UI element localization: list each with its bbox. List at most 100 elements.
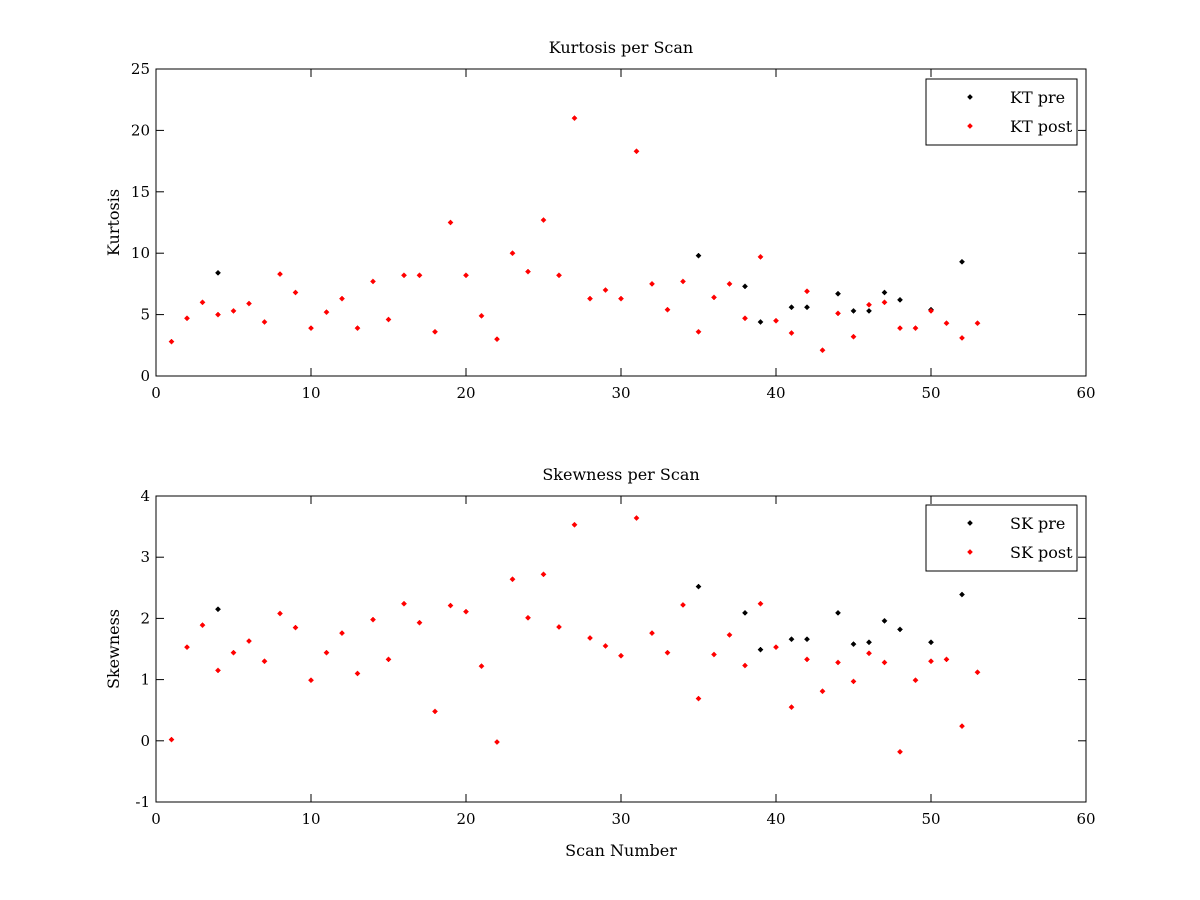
data-point [757,646,764,653]
data-point [602,287,609,293]
data-point [370,278,376,285]
data-point [819,688,826,695]
y-tick-label: 25 [131,60,150,78]
data-point [323,649,330,656]
data-point [184,644,190,651]
data-point [928,658,934,665]
data-point [385,656,392,663]
data-point [308,677,314,684]
data-point [695,328,702,335]
data-point [788,636,795,643]
data-point [943,320,950,327]
data-point [494,739,500,745]
data-point [943,656,950,663]
data-point [354,670,361,677]
legend: KT pre KT post [925,78,1078,146]
data-point [897,325,903,332]
data-point [416,619,423,626]
x-tick-label: 60 [1076,384,1095,402]
data-point [571,115,578,122]
data-point [556,272,562,279]
data-point [618,295,624,302]
chart-title: Skewness per Scan [542,465,699,484]
data-point [463,272,469,279]
data-point [618,652,624,659]
data-point [447,602,454,609]
data-point [540,217,547,223]
data-point [556,624,562,630]
data-point [959,591,965,598]
y-tick-label: 3 [140,548,150,566]
data-point [773,317,779,324]
data-point [757,600,764,607]
data-point [633,148,640,155]
data-point [881,659,888,666]
data-point [277,610,283,617]
data-point [649,630,655,637]
y-tick-label: 0 [140,732,150,750]
data-point [819,347,826,354]
data-point [866,639,872,646]
y-tick-label: 2 [140,609,150,627]
chart-title: Kurtosis per Scan [549,38,693,57]
data-point [897,296,903,303]
y-axis-label: Skewness [104,609,123,689]
data-point [664,306,671,313]
data-point [478,663,485,670]
y-tick-label: -1 [135,793,150,811]
legend-marker [967,94,973,100]
data-point [804,288,810,295]
data-point [866,650,872,657]
x-tick-label: 20 [456,810,475,828]
data-point [184,315,190,322]
data-point [835,659,841,666]
data-point [912,677,919,684]
data-point [308,325,314,332]
legend-marker [967,549,973,555]
x-tick-label: 40 [766,810,785,828]
data-point [432,328,438,335]
x-tick-label: 0 [151,384,161,402]
data-point [509,250,516,257]
data-point [788,304,795,311]
data-point [850,307,857,314]
x-tick-label: 10 [301,810,320,828]
data-point [509,576,516,583]
legend-entry-label: SK post [1010,543,1073,562]
data-point [339,630,345,637]
data-point [215,667,221,674]
data-point [726,631,733,638]
data-point [912,325,919,332]
data-point [292,624,299,631]
data-point [370,616,376,623]
legend-box [925,78,1078,146]
y-tick-label: 15 [131,183,150,201]
data-point [633,515,640,521]
data-point [742,609,748,616]
chart-panel-1: 0 10 20 30 40 50 60 0 5 10 15 20 25 Kurtosis per Scan… [104,38,1096,402]
legend-marker [967,123,973,129]
data-point [587,295,593,302]
legend-entry-label: KT post [1010,117,1073,136]
legend-box [925,504,1078,572]
data-point [664,649,671,656]
series-post [168,515,981,755]
data-point [680,278,686,285]
data-point [897,626,903,633]
data-point [773,644,779,651]
series-pre [215,583,965,653]
data-point [974,669,981,676]
data-point [354,325,361,332]
data-point [540,571,547,578]
data-point [959,723,965,730]
data-point [928,639,934,646]
data-point [246,300,252,307]
data-point [385,316,392,323]
data-point [804,304,810,311]
data-point [416,272,423,279]
data-point [401,272,407,279]
data-point [587,635,593,641]
y-tick-label: 20 [131,121,150,139]
data-point [695,252,702,259]
